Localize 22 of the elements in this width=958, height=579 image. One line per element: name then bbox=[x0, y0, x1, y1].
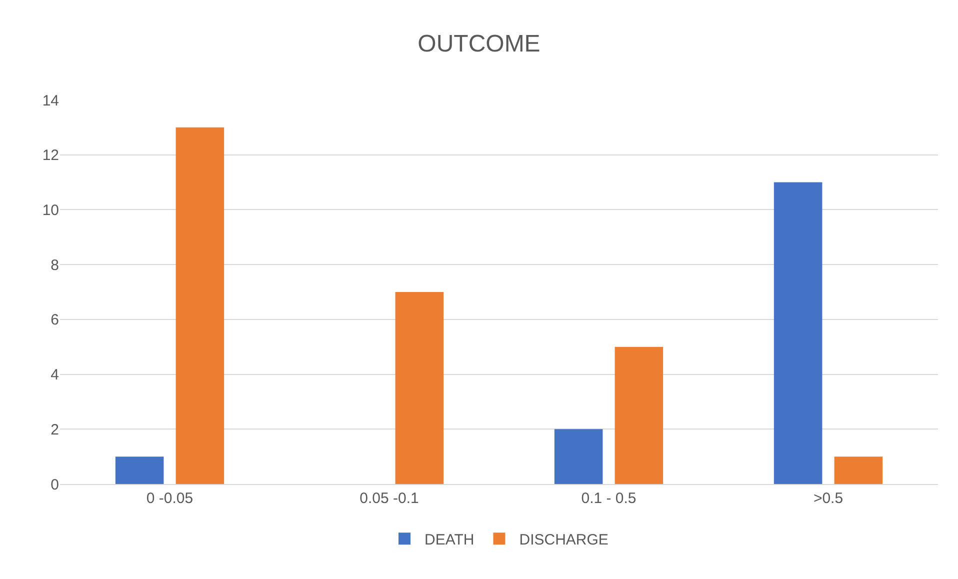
y-tick-label: 12 bbox=[42, 147, 59, 164]
bar bbox=[834, 456, 883, 484]
bar bbox=[774, 182, 822, 484]
chart-title: OUTCOME bbox=[418, 30, 540, 58]
bar bbox=[554, 429, 603, 484]
x-tick-label: 0.1 - 0.5 bbox=[581, 490, 636, 507]
y-tick-label: 10 bbox=[42, 202, 59, 219]
y-tick-label: 8 bbox=[50, 256, 59, 274]
x-tick-label: 0.05 -0.1 bbox=[360, 490, 419, 507]
y-tick-label: 4 bbox=[50, 366, 59, 384]
y-tick-label: 6 bbox=[50, 312, 59, 329]
bar bbox=[176, 127, 224, 484]
y-tick-label: 2 bbox=[50, 421, 59, 438]
y-tick-label: 14 bbox=[42, 92, 59, 110]
x-tick-label: 0 -0.05 bbox=[146, 490, 194, 507]
y-tick-label: 0 bbox=[50, 476, 59, 494]
legend-label: DEATH bbox=[424, 532, 474, 548]
legend-label: DISCHARGE bbox=[519, 532, 608, 548]
bar bbox=[115, 456, 164, 484]
bar bbox=[395, 292, 444, 484]
bar bbox=[614, 346, 664, 484]
x-tick-label: >0.5 bbox=[813, 490, 844, 507]
